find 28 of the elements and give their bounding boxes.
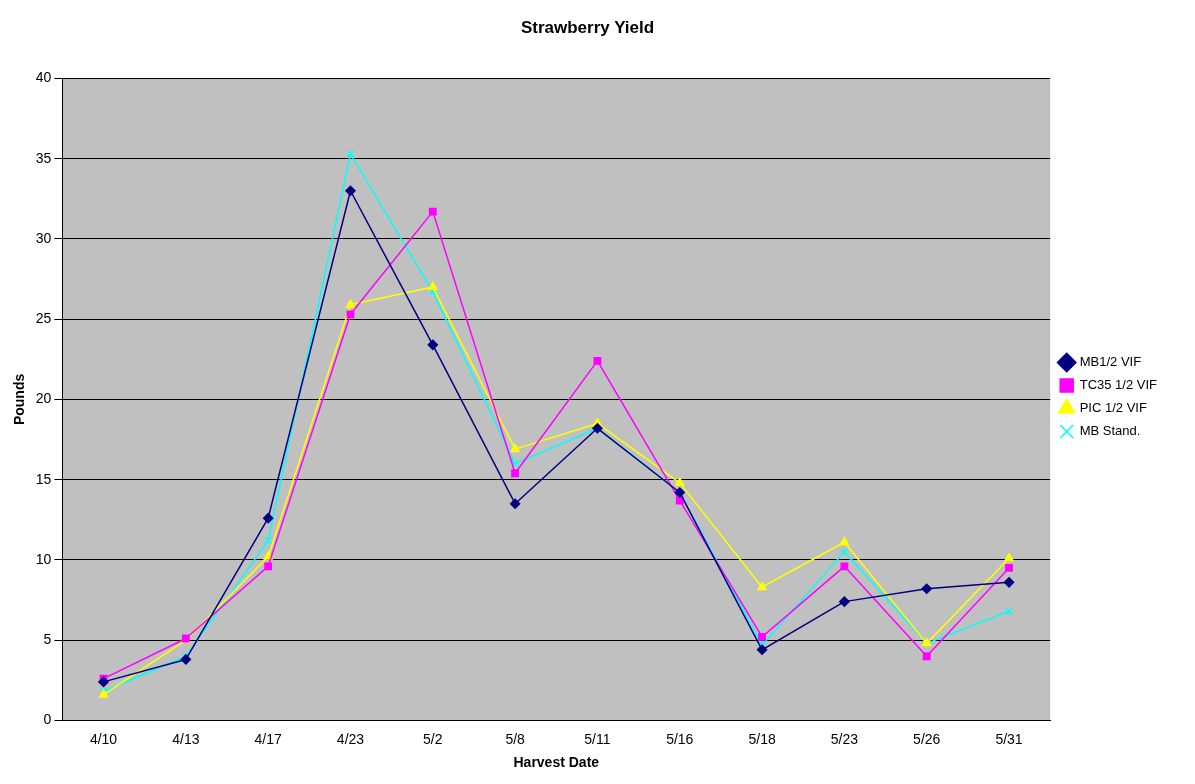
x-tick-label: 4/17 [254, 730, 282, 747]
x-tick-label: 5/23 [830, 730, 859, 747]
legend-label: TC35 1/2 VIF [1079, 377, 1158, 393]
y-tick-label: 20 [35, 390, 52, 407]
y-tick-label: 35 [35, 149, 52, 166]
x-tick-label: 5/2 [423, 730, 443, 747]
legend-label: MB1/2 VIF [1079, 354, 1142, 370]
x-axis-title: Harvest Date [513, 754, 600, 771]
x-tick-label: 5/16 [666, 730, 694, 747]
x-tick-label: 5/31 [995, 730, 1023, 747]
y-tick-label: 15 [35, 470, 52, 487]
x-tick-label: 5/11 [584, 730, 611, 747]
chart-title: Strawberry Yield [520, 17, 655, 37]
x-tick-label: 4/13 [172, 730, 200, 747]
legend-label: PIC 1/2 VIF [1079, 400, 1147, 416]
y-axis-title: Pounds [11, 373, 28, 426]
x-tick-label: 5/18 [748, 730, 776, 747]
y-tick-label: 5 [43, 631, 52, 648]
y-tick-label: 30 [35, 229, 52, 246]
x-tick-label: 4/10 [89, 730, 118, 747]
y-tick-label: 40 [35, 69, 52, 86]
x-tick-label: 4/23 [336, 730, 365, 747]
x-tick-label: 5/26 [913, 730, 941, 747]
y-tick-label: 10 [35, 550, 52, 567]
x-tick-label: 5/8 [505, 730, 526, 747]
y-tick-label: 0 [43, 711, 52, 728]
legend-label: MB Stand. [1079, 423, 1141, 439]
y-tick-label: 25 [35, 310, 52, 327]
